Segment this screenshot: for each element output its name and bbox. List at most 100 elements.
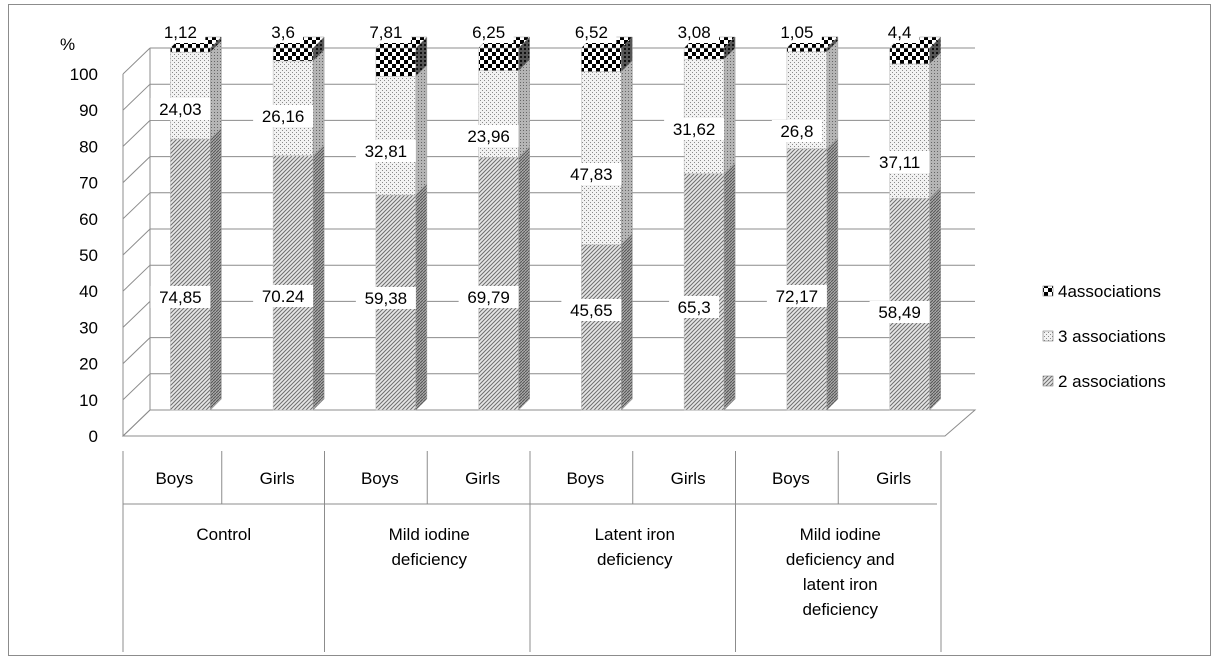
bar-side-face	[621, 59, 633, 246]
x-tick-label: Boys	[772, 469, 810, 488]
bar-side-face	[518, 59, 530, 158]
data-label: 24,03	[159, 100, 202, 119]
data-label: 45,65	[570, 301, 613, 320]
x-tick-label: Girls	[260, 469, 295, 488]
y-tick-label: 80	[79, 137, 98, 156]
data-label-bg	[561, 163, 622, 185]
x-tick-label: Girls	[465, 469, 500, 488]
data-labels: 74,85 70.24 59,38 69,79 45,65 65,3 72,17 58,49 2…	[150, 21, 930, 323]
category-table: Boys Girls Boys Girls Boys Girls Boys Girls Cont…	[122, 451, 942, 652]
y-unit-label: %	[60, 35, 75, 54]
data-label: 26,16	[262, 107, 305, 126]
data-label: 59,38	[365, 289, 408, 308]
gridline-depth	[122, 192, 151, 220]
data-label-bg	[669, 21, 720, 43]
bar-checker-segment	[683, 47, 725, 60]
data-label: 26,8	[780, 122, 813, 141]
gridline-depth	[122, 228, 151, 256]
data-label-bg	[869, 151, 930, 173]
data-label: 65,3	[678, 298, 711, 317]
data-label: 23,96	[467, 127, 510, 146]
legend-swatch	[1042, 330, 1054, 342]
data-label-bg	[150, 286, 211, 308]
bar-checker-segment	[478, 47, 519, 71]
bar-side-face	[518, 145, 530, 411]
y-tick-label: 50	[79, 246, 98, 265]
data-label-bg	[263, 21, 304, 43]
bar-checker-segment	[272, 47, 314, 62]
legend-label: 3 associations	[1058, 327, 1166, 346]
data-label: 3,08	[678, 23, 711, 42]
data-label: 6,52	[575, 23, 608, 42]
bar-side-face	[826, 137, 839, 411]
data-label: 47,83	[570, 165, 613, 184]
bars	[169, 36, 942, 411]
data-label-bg	[771, 21, 822, 43]
bar-side-face	[621, 233, 633, 411]
data-label-bg	[458, 125, 519, 147]
bar-side-face	[723, 47, 736, 175]
data-label: 4,4	[888, 23, 912, 42]
data-label-bg	[253, 285, 314, 307]
data-label: 74,85	[159, 288, 202, 307]
bar-checker-segment	[170, 47, 211, 53]
bar-side-face	[929, 52, 941, 199]
group-label: deficiency and	[786, 550, 895, 569]
data-label-bg	[253, 105, 314, 127]
group-label: deficiency	[802, 600, 878, 619]
bar-side-face	[312, 49, 325, 157]
y-tick-label: 20	[79, 355, 98, 374]
y-tick-label: 90	[79, 101, 98, 120]
data-label-bg	[355, 140, 416, 162]
x-tick-label: Girls	[671, 469, 706, 488]
group-label: deficiency	[391, 550, 467, 569]
group-label: Mild iodine	[389, 525, 470, 544]
legend-label: 4associations	[1058, 282, 1161, 301]
x-tick-label: Girls	[876, 469, 911, 488]
data-label: 3,6	[271, 23, 295, 42]
data-label: 1,12	[164, 23, 197, 42]
bar-side-face	[312, 144, 325, 411]
data-label: 58,49	[878, 303, 921, 322]
y-tick-label: 60	[79, 210, 98, 229]
bar-checker-segment	[889, 47, 930, 65]
data-label: 37,11	[879, 153, 920, 172]
y-tick-label: 100	[70, 65, 98, 84]
x-tick-label: Boys	[566, 469, 604, 488]
data-label: 70.24	[262, 287, 305, 306]
x-tick-label: Boys	[361, 469, 399, 488]
group-label: Mild iodine	[800, 525, 881, 544]
group-label: deficiency	[597, 550, 673, 569]
bar-diag-segment	[478, 157, 519, 411]
legend-swatch	[1042, 285, 1054, 297]
data-label: 1,05	[780, 23, 813, 42]
gridline-depth	[122, 373, 151, 401]
legend: 4associations 3 associations 2 association…	[1042, 282, 1166, 391]
data-label: 69,79	[467, 288, 510, 307]
group-label: latent iron	[803, 575, 878, 594]
data-label-bg	[566, 21, 617, 43]
y-tick-label: 0	[89, 427, 98, 446]
bar-diag-segment	[170, 138, 211, 411]
data-label-bg	[869, 301, 930, 323]
y-tick-label: 10	[79, 391, 98, 410]
data-label-bg	[458, 286, 519, 308]
legend-swatch	[1042, 375, 1054, 387]
data-label: 6,25	[472, 23, 505, 42]
data-label-bg	[669, 296, 720, 318]
x-tick-label: Boys	[155, 469, 193, 488]
axes: 0 10 20 30 40 50 60 70 80 90 100%	[60, 35, 977, 446]
legend-label: 2 associations	[1058, 372, 1166, 391]
data-label-bg	[150, 98, 211, 120]
bar-checker-segment	[375, 47, 417, 77]
bar-side-face	[210, 40, 222, 140]
bar-side-face	[826, 40, 839, 150]
bar-side-face	[415, 183, 428, 411]
data-label: 31,62	[673, 120, 716, 139]
floor	[121, 409, 977, 437]
gridline-depth	[122, 120, 151, 147]
gridline-depth	[122, 337, 151, 364]
data-label-bg	[155, 21, 206, 43]
data-label: 7,81	[369, 23, 402, 42]
